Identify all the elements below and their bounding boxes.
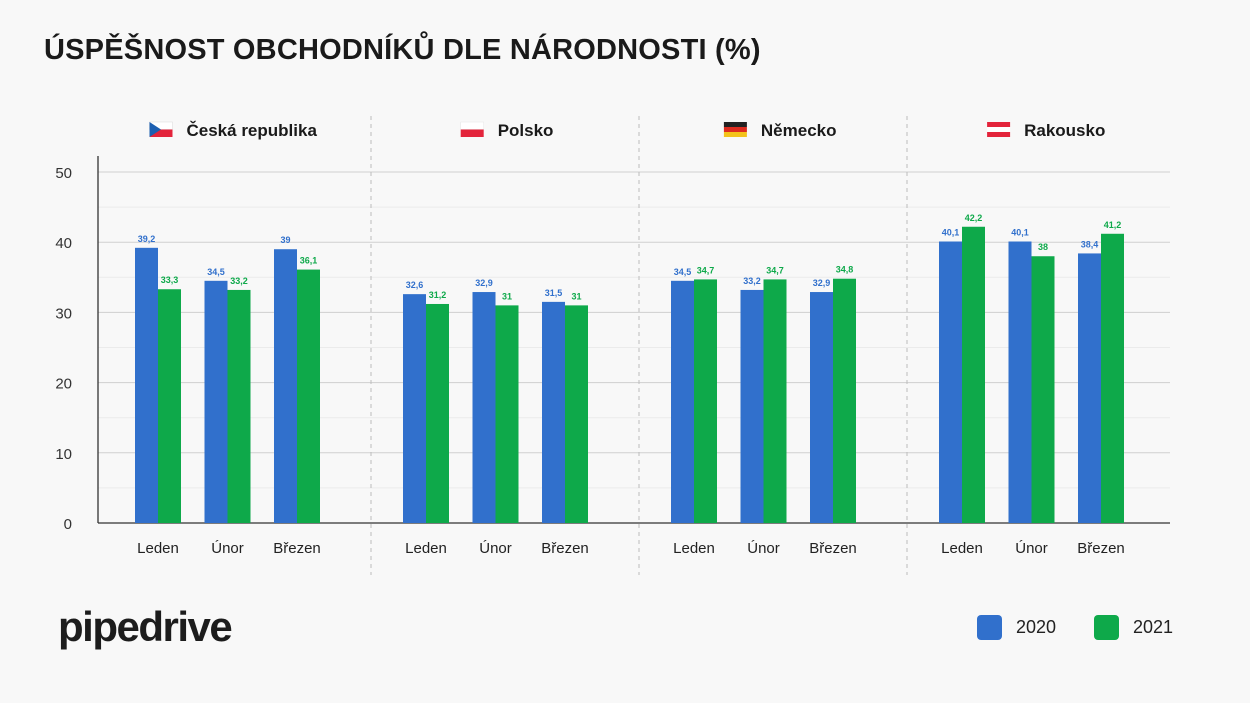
x-tick-label: Březen bbox=[273, 540, 321, 557]
data-label-2020: 38,4 bbox=[1081, 239, 1099, 249]
data-label-2020: 34,5 bbox=[207, 267, 225, 277]
austrian-flag bbox=[987, 122, 1011, 127]
data-label-2020: 34,5 bbox=[674, 267, 692, 277]
y-tick-label: 20 bbox=[55, 376, 72, 393]
legend-2020: 2020 bbox=[977, 615, 1056, 640]
x-tick-label: Březen bbox=[1077, 540, 1125, 557]
bar-2020 bbox=[1008, 241, 1032, 524]
data-label-2021: 33,3 bbox=[161, 275, 179, 285]
legend-2021: 2021 bbox=[1094, 615, 1173, 640]
data-label-2021: 31 bbox=[502, 291, 512, 301]
data-label-2020: 32,6 bbox=[406, 280, 424, 290]
data-label-2021: 34,7 bbox=[766, 265, 784, 275]
bar-2021 bbox=[565, 305, 588, 523]
bar-2020 bbox=[472, 292, 496, 523]
x-tick-label: Březen bbox=[541, 540, 589, 557]
x-tick-label: Březen bbox=[809, 540, 857, 557]
bar-2020 bbox=[542, 301, 565, 523]
bar-2020 bbox=[403, 294, 426, 523]
austrian-flag bbox=[987, 127, 1011, 132]
austrian-flag bbox=[987, 132, 1011, 137]
czech-flag bbox=[149, 122, 161, 137]
bar-2021 bbox=[297, 269, 320, 523]
data-label-2020: 31,5 bbox=[545, 288, 563, 298]
y-tick-label: 30 bbox=[55, 305, 72, 322]
data-label-2021: 33,2 bbox=[230, 276, 248, 286]
country-label: Polsko bbox=[498, 121, 554, 140]
x-tick-label: Leden bbox=[941, 540, 983, 557]
german-flag bbox=[723, 132, 747, 137]
bar-2020 bbox=[671, 280, 694, 523]
bar-2021 bbox=[694, 279, 717, 523]
legend-label-2020: 2020 bbox=[1016, 617, 1057, 637]
data-label-2021: 41,2 bbox=[1104, 220, 1122, 230]
bar-2021 bbox=[763, 279, 787, 523]
bar-2021 bbox=[158, 289, 181, 523]
czech-flag bbox=[149, 129, 173, 137]
bar-2021 bbox=[426, 303, 449, 523]
bar-2021 bbox=[227, 289, 251, 523]
x-tick-label: Únor bbox=[211, 540, 244, 557]
data-label-2020: 39 bbox=[280, 235, 290, 245]
data-label-2020: 32,9 bbox=[813, 278, 831, 288]
bar-2020 bbox=[810, 292, 833, 523]
bar-2020 bbox=[135, 247, 158, 524]
bar-2021 bbox=[495, 305, 519, 523]
bar-2021 bbox=[1031, 256, 1055, 523]
bar-2020 bbox=[1078, 253, 1101, 523]
legend-swatch-2021 bbox=[1094, 615, 1119, 640]
data-label-2020: 32,9 bbox=[475, 278, 493, 288]
polish-flag bbox=[460, 129, 484, 137]
country-label: Česká republika bbox=[187, 121, 318, 140]
legend-label-2021: 2021 bbox=[1133, 617, 1174, 637]
data-label-2021: 31,2 bbox=[429, 290, 447, 300]
data-label-2020: 40,1 bbox=[1011, 227, 1029, 237]
german-flag bbox=[723, 127, 747, 132]
y-tick-label: 0 bbox=[64, 516, 72, 533]
data-label-2020: 33,2 bbox=[743, 276, 761, 286]
bar-2020 bbox=[939, 241, 962, 524]
bar-2020 bbox=[204, 280, 228, 523]
x-tick-label: Únor bbox=[479, 540, 512, 557]
data-label-2021: 36,1 bbox=[300, 256, 318, 266]
country-label: Rakousko bbox=[1024, 121, 1105, 140]
x-tick-label: Leden bbox=[673, 540, 715, 557]
data-label-2021: 31 bbox=[571, 291, 581, 301]
data-label-2021: 34,7 bbox=[697, 265, 715, 275]
data-label-2020: 39,2 bbox=[138, 234, 156, 244]
data-label-2021: 38 bbox=[1038, 242, 1048, 252]
data-label-2020: 40,1 bbox=[942, 227, 960, 237]
bar-2020 bbox=[274, 249, 297, 523]
data-label-2021: 34,8 bbox=[836, 265, 854, 275]
country-label: Německo bbox=[761, 121, 837, 140]
data-label-2021: 42,2 bbox=[965, 213, 983, 223]
y-tick-label: 40 bbox=[55, 235, 72, 252]
bar-2021 bbox=[962, 226, 985, 524]
x-tick-label: Leden bbox=[137, 540, 179, 557]
chart-title: ÚSPĚŠNOST OBCHODNÍKŮ DLE NÁRODNOSTI (%) bbox=[44, 34, 761, 66]
y-tick-label: 10 bbox=[55, 446, 72, 463]
bar-2021 bbox=[833, 278, 856, 523]
x-tick-label: Únor bbox=[1015, 540, 1048, 557]
x-tick-label: Leden bbox=[405, 540, 447, 557]
legend-swatch-2020 bbox=[977, 615, 1002, 640]
german-flag bbox=[723, 122, 747, 127]
pipedrive-logo: pipedrive bbox=[58, 603, 233, 650]
x-tick-label: Únor bbox=[747, 540, 780, 557]
bar-2020 bbox=[740, 289, 764, 523]
bar-2021 bbox=[1101, 233, 1124, 523]
y-tick-label: 50 bbox=[55, 165, 72, 182]
polish-flag bbox=[460, 121, 484, 130]
